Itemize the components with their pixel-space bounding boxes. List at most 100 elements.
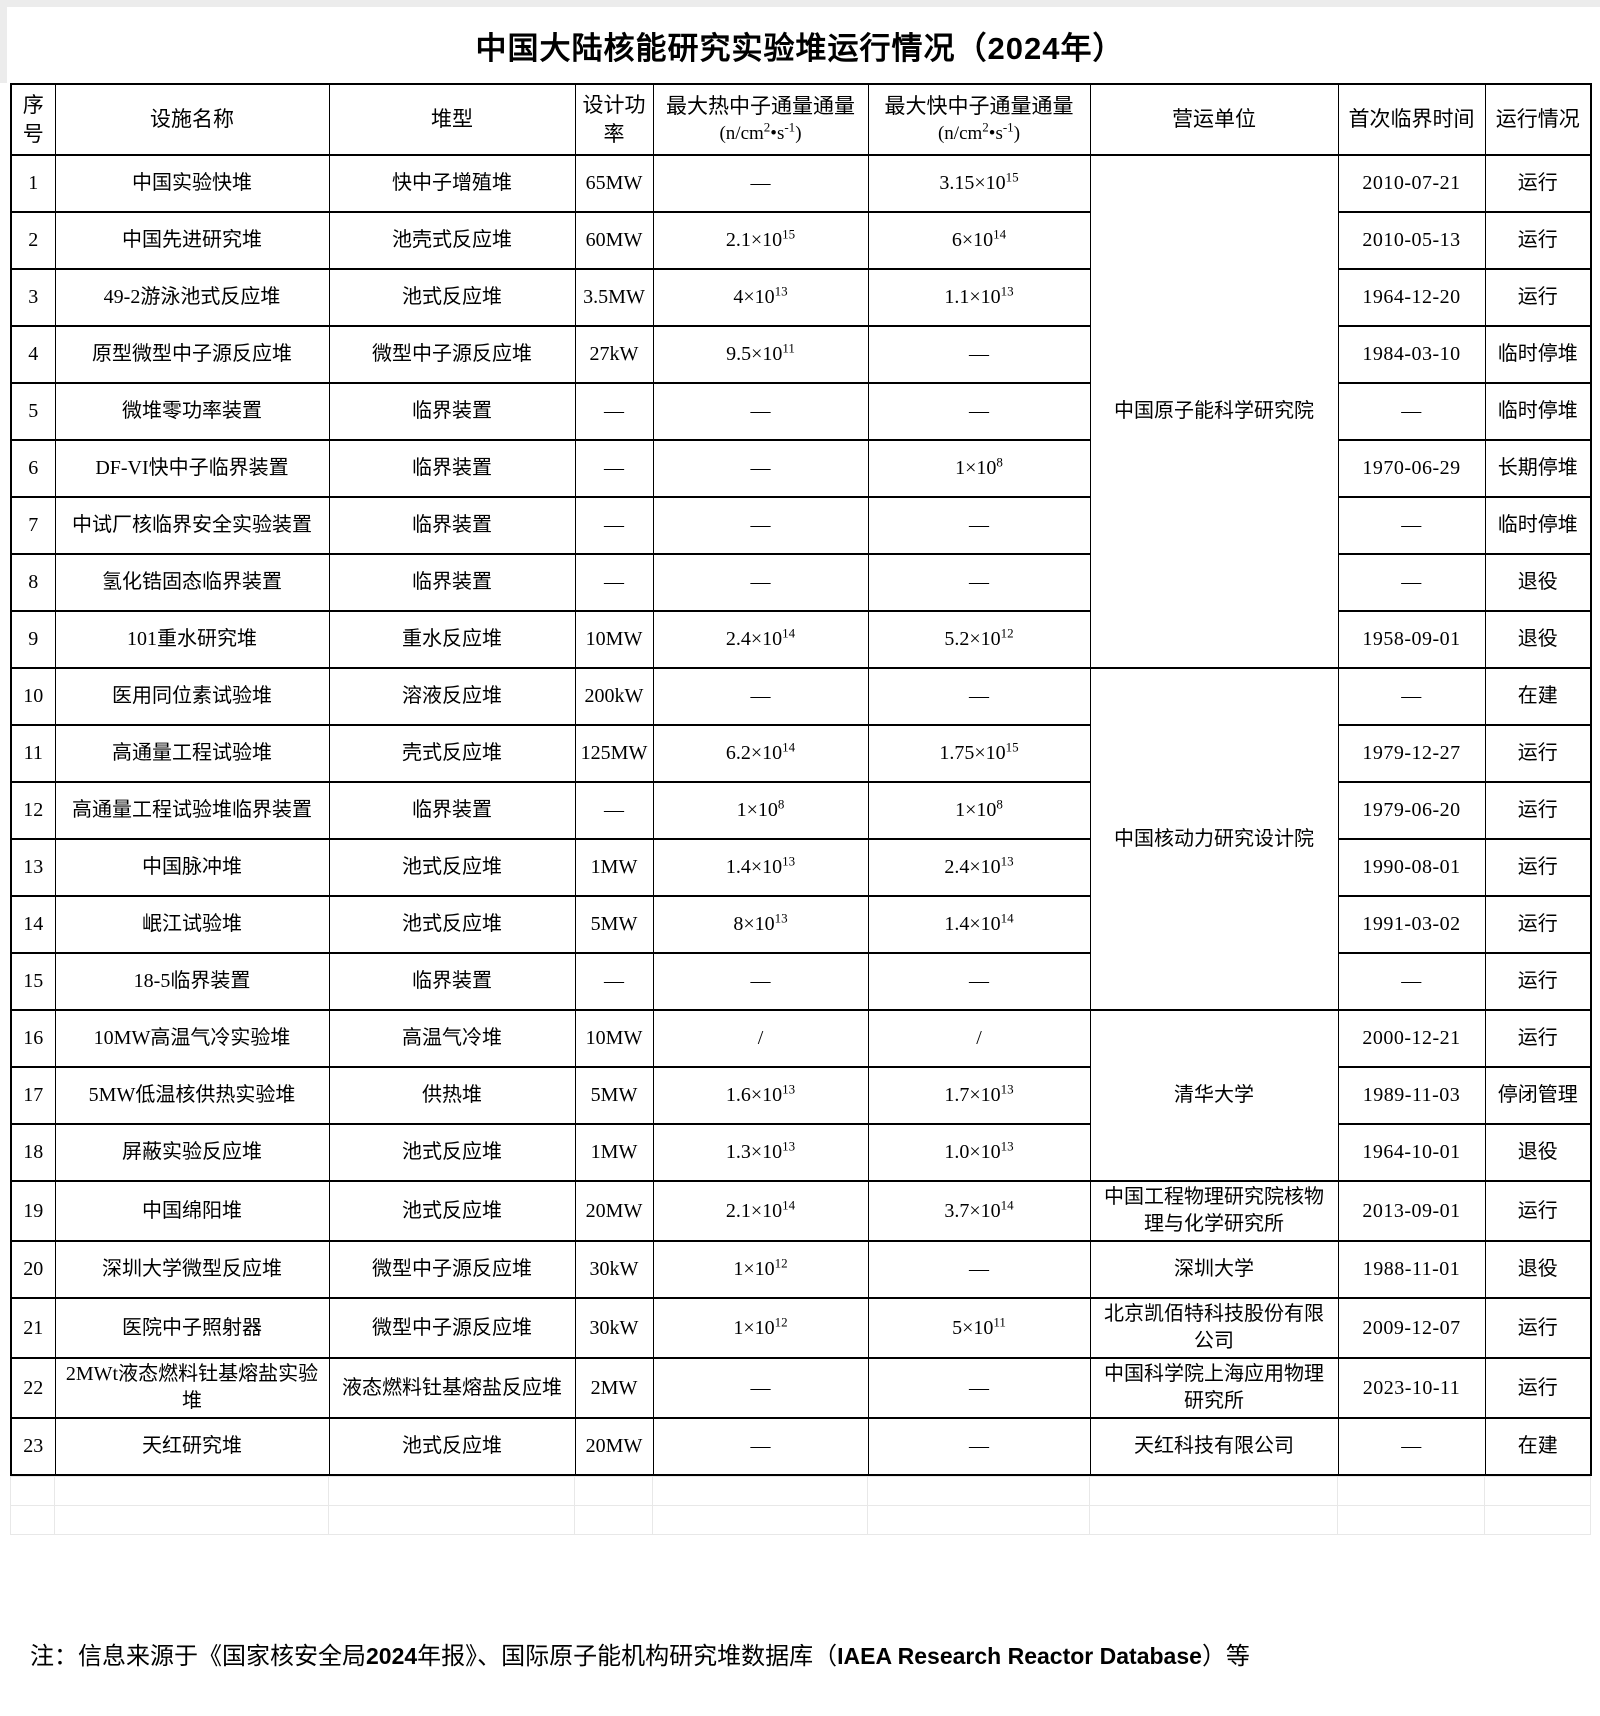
table-row: 21 医院中子照射器 微型中子源反应堆 30kW 1×1012 5×1011 北京凯佰特科技… (10, 1297, 1592, 1359)
empty-cell (1484, 1476, 1591, 1506)
cell-row-number: 11 (10, 724, 56, 783)
cell-fast-flux: 1×108 (867, 439, 1091, 498)
cell-reactor-type: 池式反应堆 (328, 268, 576, 327)
empty-cell (574, 1476, 653, 1506)
cell-status: 在建 (1484, 1417, 1592, 1476)
cell-reactor-type: 池壳式反应堆 (328, 211, 576, 270)
cell-design-power: 5MW (574, 895, 654, 954)
reactor-table: 序号 设施名称 堆型 设计功率 最大热中子通量通量 (n/cm2•s-1) 最大快中子通量通… (10, 83, 1592, 1476)
cell-facility-name: 18-5临界装置 (54, 952, 330, 1011)
cell-first-criticality: 1989-11-03 (1337, 1066, 1486, 1125)
table-row: 15 18-5临界装置 临界装置 — — — — 运行 (10, 952, 1592, 1011)
cell-thermal-flux: 1.6×1013 (652, 1066, 869, 1125)
cell-facility-name: 岷江试验堆 (54, 895, 330, 954)
cell-row-number: 8 (10, 553, 56, 612)
empty-cell (652, 1505, 868, 1535)
table-row: 20 深圳大学微型反应堆 微型中子源反应堆 30kW 1×1012— 深圳大学 1988-1… (10, 1240, 1592, 1299)
cell-design-power: 60MW (574, 211, 654, 270)
table-row: 6 DF-VI快中子临界装置 临界装置 — —1×108 1970-06-29 长期停堆 (10, 439, 1592, 498)
page-title: 中国大陆核能研究实验堆运行情况（2024年） (475, 30, 1125, 66)
reactor-table-container: 序号 设施名称 堆型 设计功率 最大热中子通量通量 (n/cm2•s-1) 最大快中子通量通… (10, 83, 1592, 1535)
table-row: 2 中国先进研究堆 池壳式反应堆 60MW 2.1×1015 6×1014 2010-05-… (10, 211, 1592, 270)
cell-reactor-type: 液态燃料钍基熔盐反应堆 (328, 1357, 576, 1419)
source-note: 注：信息来源于《国家核安全局2024年报》、国际原子能机构研究堆数据库（IAEA… (30, 1640, 1570, 1673)
cell-facility-name: 深圳大学微型反应堆 (54, 1240, 330, 1299)
cell-first-criticality: 1964-12-20 (1337, 268, 1486, 327)
cell-reactor-type: 微型中子源反应堆 (328, 325, 576, 384)
cell-status: 运行 (1484, 781, 1592, 840)
cell-thermal-flux: — (652, 667, 869, 726)
cell-fast-flux: — (867, 1417, 1091, 1476)
cell-fast-flux: 1×108 (867, 781, 1091, 840)
cell-fast-flux: 5.2×1012 (867, 610, 1091, 669)
table-row: 5 微堆零功率装置 临界装置 — — — — 临时停堆 (10, 382, 1592, 441)
cell-first-criticality: 2010-07-21 (1337, 154, 1486, 213)
cell-reactor-type: 微型中子源反应堆 (328, 1240, 576, 1299)
table-row: 17 5MW低温核供热实验堆 供热堆 5MW 1.6×1013 1.7×1013 1989-… (10, 1066, 1592, 1125)
cell-first-criticality: 1979-06-20 (1337, 781, 1486, 840)
note-prefix: 注：信息来源于《国家核安全局 (30, 1644, 366, 1670)
table-row: 3 49-2游泳池式反应堆 池式反应堆 3.5MW 4×1013 1.1×1013 1964… (10, 268, 1592, 327)
cell-fast-flux: 1.4×1014 (867, 895, 1091, 954)
cell-thermal-flux: 4×1013 (652, 268, 869, 327)
cell-facility-name: 屏蔽实验反应堆 (54, 1123, 330, 1182)
cell-row-number: 13 (10, 838, 56, 897)
cell-reactor-type: 壳式反应堆 (328, 724, 576, 783)
cell-reactor-type: 池式反应堆 (328, 1417, 576, 1476)
cell-design-power: 1MW (574, 1123, 654, 1182)
cell-facility-name: 医院中子照射器 (54, 1297, 330, 1359)
cell-first-criticality: 2009-12-07 (1337, 1297, 1486, 1359)
cell-facility-name: 49-2游泳池式反应堆 (54, 268, 330, 327)
table-row: 1 中国实验快堆 快中子增殖堆 65MW —3.15×1015 中国原子能科学研究院 201… (10, 154, 1592, 669)
cell-facility-name: 氢化锆固态临界装置 (54, 553, 330, 612)
table-row: 22 2MWt液态燃料钍基熔盐实验堆 液态燃料钍基熔盐反应堆 2MW — — 中国科学院上海… (10, 1357, 1592, 1419)
cell-fast-flux: — (867, 553, 1091, 612)
cell-row-number: 12 (10, 781, 56, 840)
cell-thermal-flux: — (652, 439, 869, 498)
cell-row-number: 1 (10, 154, 56, 213)
column-header: 最大快中子通量通量 (n/cm2•s-1) (867, 83, 1091, 156)
cell-thermal-flux: 9.5×1011 (652, 325, 869, 384)
cell-operator: 天红科技有限公司 (1089, 1417, 1339, 1476)
cell-first-criticality: 2000-12-21 (1337, 1009, 1486, 1068)
cell-thermal-flux: 1.4×1013 (652, 838, 869, 897)
cell-facility-name: 中国先进研究堆 (54, 211, 330, 270)
cell-thermal-flux: — (652, 952, 869, 1011)
cell-facility-name: 高通量工程试验堆临界装置 (54, 781, 330, 840)
cell-design-power: 27kW (574, 325, 654, 384)
cell-first-criticality: — (1337, 496, 1486, 555)
cell-first-criticality: 2010-05-13 (1337, 211, 1486, 270)
cell-first-criticality: — (1337, 553, 1486, 612)
cell-design-power: 20MW (574, 1180, 654, 1242)
cell-status: 运行 (1484, 724, 1592, 783)
table-row: 4 原型微型中子源反应堆 微型中子源反应堆 27kW 9.5×1011— 1984-03-… (10, 325, 1592, 384)
cell-facility-name: DF-VI快中子临界装置 (54, 439, 330, 498)
cell-facility-name: 微堆零功率装置 (54, 382, 330, 441)
cell-thermal-flux: 1.3×1013 (652, 1123, 869, 1182)
cell-thermal-flux: 2.1×1015 (652, 211, 869, 270)
empty-row (10, 1505, 1591, 1535)
table-row: 11 高通量工程试验堆 壳式反应堆 125MW 6.2×1014 1.75×1015 197… (10, 724, 1592, 783)
cell-design-power: — (574, 382, 654, 441)
cell-row-number: 6 (10, 439, 56, 498)
empty-cell (10, 1476, 55, 1506)
cell-row-number: 22 (10, 1357, 56, 1419)
cell-thermal-flux: — (652, 496, 869, 555)
cell-first-criticality: 1991-03-02 (1337, 895, 1486, 954)
cell-design-power: 2MW (574, 1357, 654, 1419)
table-body: 1 中国实验快堆 快中子增殖堆 65MW —3.15×1015 中国原子能科学研究院 201… (10, 154, 1592, 1476)
cell-design-power: — (574, 781, 654, 840)
cell-operator: 清华大学 (1089, 1009, 1339, 1182)
cell-status: 运行 (1484, 1180, 1592, 1242)
table-row: 23 天红研究堆 池式反应堆 20MW — — 天红科技有限公司 — 在建 (10, 1417, 1592, 1476)
cell-row-number: 16 (10, 1009, 56, 1068)
empty-cell (1484, 1505, 1591, 1535)
cell-status: 退役 (1484, 1240, 1592, 1299)
cell-design-power: 10MW (574, 610, 654, 669)
column-header: 运行情况 (1484, 83, 1592, 156)
cell-design-power: 5MW (574, 1066, 654, 1125)
cell-first-criticality: 2013-09-01 (1337, 1180, 1486, 1242)
empty-cell (10, 1505, 55, 1535)
column-header: 设计功率 (574, 83, 654, 156)
